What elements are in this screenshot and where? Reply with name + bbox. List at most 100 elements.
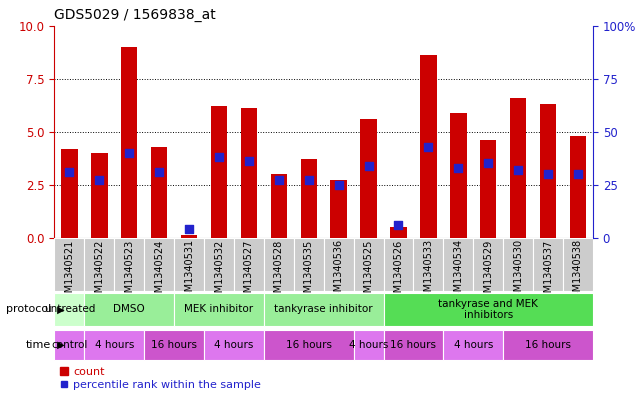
Bar	[413, 238, 444, 291]
Point	[483, 160, 494, 167]
Text: 4 hours: 4 hours	[454, 340, 493, 350]
Bar	[121, 47, 138, 238]
Text: GSM1340523: GSM1340523	[124, 239, 134, 305]
Text: control: control	[51, 340, 88, 350]
Point	[513, 167, 523, 173]
Bar	[450, 112, 467, 238]
Point	[124, 150, 135, 156]
Bar	[360, 119, 377, 238]
Bar	[264, 238, 294, 291]
Text: GSM1340527: GSM1340527	[244, 239, 254, 305]
Bar	[264, 293, 383, 326]
Text: 16 hours: 16 hours	[151, 340, 197, 350]
Bar	[54, 238, 85, 291]
Point	[94, 177, 104, 184]
Bar	[390, 227, 406, 238]
Bar	[85, 293, 174, 326]
Bar	[174, 293, 264, 326]
Bar	[570, 136, 587, 238]
Point	[154, 169, 164, 175]
Text: GSM1340522: GSM1340522	[94, 239, 104, 305]
Bar	[234, 238, 264, 291]
Bar	[174, 238, 204, 291]
Text: GSM1340537: GSM1340537	[543, 239, 553, 305]
Bar	[264, 330, 354, 360]
Point	[423, 143, 433, 150]
Text: MEK inhibitor: MEK inhibitor	[185, 305, 254, 314]
Bar	[181, 235, 197, 238]
Bar	[271, 174, 287, 238]
Bar	[294, 238, 324, 291]
Point	[214, 154, 224, 160]
Bar	[324, 238, 354, 291]
Bar	[54, 293, 85, 326]
Point	[333, 182, 344, 188]
Text: ▶: ▶	[54, 340, 65, 350]
Text: GSM1340535: GSM1340535	[304, 239, 313, 305]
Text: 4 hours: 4 hours	[349, 340, 388, 350]
Text: 16 hours: 16 hours	[286, 340, 332, 350]
Text: GSM1340533: GSM1340533	[424, 239, 433, 305]
Text: 4 hours: 4 hours	[214, 340, 254, 350]
Bar	[480, 140, 496, 238]
Bar	[62, 149, 78, 238]
Text: GSM1340538: GSM1340538	[573, 239, 583, 305]
Bar	[383, 293, 593, 326]
Text: GSM1340528: GSM1340528	[274, 239, 284, 305]
Point	[64, 169, 74, 175]
Bar	[114, 238, 144, 291]
Text: time: time	[26, 340, 51, 350]
Bar	[444, 330, 503, 360]
Text: 16 hours: 16 hours	[525, 340, 571, 350]
Bar	[503, 330, 593, 360]
Bar	[533, 238, 563, 291]
Point	[543, 171, 553, 177]
Text: GSM1340526: GSM1340526	[394, 239, 403, 305]
Bar	[331, 180, 347, 238]
Text: GSM1340525: GSM1340525	[363, 239, 374, 305]
Bar	[473, 238, 503, 291]
Bar	[204, 238, 234, 291]
Text: GSM1340531: GSM1340531	[184, 239, 194, 305]
Bar	[383, 238, 413, 291]
Text: GSM1340534: GSM1340534	[453, 239, 463, 305]
Text: GSM1340536: GSM1340536	[334, 239, 344, 305]
Text: GSM1340521: GSM1340521	[65, 239, 74, 305]
Text: tankyrase and MEK
inhibitors: tankyrase and MEK inhibitors	[438, 299, 538, 320]
Text: tankyrase inhibitor: tankyrase inhibitor	[274, 305, 373, 314]
Text: DMSO: DMSO	[113, 305, 145, 314]
Bar	[420, 55, 437, 238]
Text: GSM1340532: GSM1340532	[214, 239, 224, 305]
Bar	[540, 104, 556, 238]
Bar	[211, 106, 228, 238]
Point	[363, 162, 374, 169]
Text: GSM1340529: GSM1340529	[483, 239, 493, 305]
Text: GSM1340530: GSM1340530	[513, 239, 523, 305]
Point	[573, 171, 583, 177]
Bar	[151, 147, 167, 238]
Bar	[91, 153, 108, 238]
Point	[244, 158, 254, 165]
Bar	[383, 330, 444, 360]
Point	[184, 226, 194, 232]
Bar	[503, 238, 533, 291]
Bar	[144, 238, 174, 291]
Text: untreated: untreated	[44, 305, 95, 314]
Bar	[144, 330, 204, 360]
Text: GDS5029 / 1569838_at: GDS5029 / 1569838_at	[54, 7, 216, 22]
Bar	[85, 330, 144, 360]
Text: GSM1340524: GSM1340524	[154, 239, 164, 305]
Legend: count, percentile rank within the sample: count, percentile rank within the sample	[60, 367, 262, 389]
Bar	[354, 238, 383, 291]
Bar	[354, 330, 383, 360]
Bar	[563, 238, 593, 291]
Text: ▶: ▶	[54, 305, 65, 314]
Point	[274, 177, 284, 184]
Bar	[444, 238, 473, 291]
Bar	[510, 98, 526, 238]
Text: 4 hours: 4 hours	[95, 340, 134, 350]
Point	[394, 222, 404, 228]
Point	[304, 177, 314, 184]
Point	[453, 165, 463, 171]
Text: protocol: protocol	[6, 305, 51, 314]
